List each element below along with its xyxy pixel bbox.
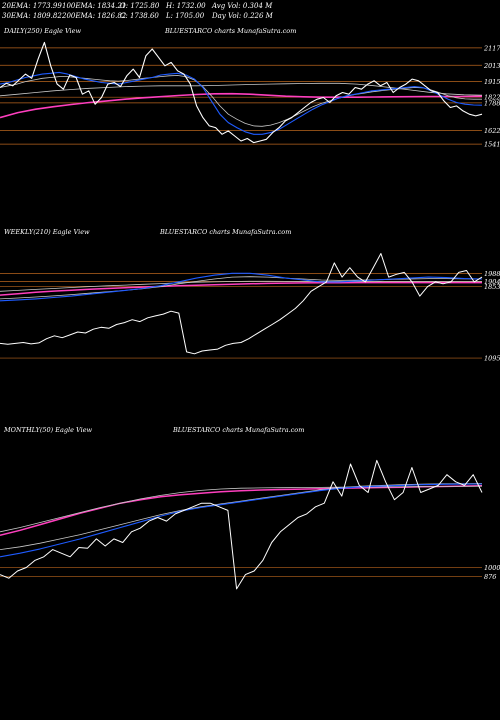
header-20ema: 20EMA: 1773.99 — [2, 2, 62, 10]
daily-y-tick-label: 2013 — [483, 62, 500, 70]
weekly-200ema-line — [0, 281, 482, 296]
weekly-20ema-line — [0, 272, 483, 302]
daily-y-tick-label: 1915 — [484, 78, 500, 86]
daily-y-tick-label: 1822 — [484, 94, 500, 102]
weekly-y-tick-label: 1095 — [484, 355, 500, 363]
daily-y-tick-label: 1622 — [484, 127, 500, 135]
daily-30ema-line — [0, 75, 482, 127]
monthly-100ema-line — [0, 485, 483, 533]
header-open: O: 1725.80 — [120, 2, 160, 10]
weekly-y-tick-label: 1853 — [484, 283, 500, 291]
weekly-30ema-line — [0, 276, 483, 300]
daily-20ema-line — [0, 71, 483, 135]
daily-watermark: BLUESTARCO charts MunafaSutra.com — [165, 27, 297, 35]
daily-close-line — [0, 41, 483, 144]
monthly-20ema-line — [0, 483, 483, 558]
weekly-watermark: BLUESTARCO charts MunafaSutra.com — [160, 228, 292, 236]
header-avg-vol: Avg Vol: 0.304 M — [212, 2, 273, 10]
header-high: H: 1732.00 — [166, 2, 206, 10]
monthly-panel-label: MONTHLY(50) Eagle View — [4, 426, 93, 434]
daily-y-tick-label: 1541 — [484, 141, 500, 149]
monthly-close-line — [0, 459, 483, 590]
header-200ema: 200EMA: 1826.82 — [62, 12, 127, 20]
header-30ema: 30EMA: 1809.82 — [2, 12, 62, 20]
monthly-30ema-line — [0, 483, 483, 550]
weekly-close-line — [0, 253, 483, 355]
header-low: L: 1705.00 — [166, 12, 205, 20]
weekly-panel-label: WEEKLY(210) Eagle View — [4, 228, 90, 236]
daily-y-tick-label: 1788 — [484, 99, 500, 107]
monthly-200ema-line — [0, 484, 483, 537]
weekly-100ema-line — [0, 280, 482, 292]
weekly-y-tick-label: 1904 — [484, 278, 500, 286]
header-100ema: 100EMA: 1834.21 — [62, 2, 127, 10]
weekly-y-tick-label: 1988 — [484, 270, 500, 278]
daily-y-tick-label: 2117 — [483, 44, 500, 52]
monthly-y-tick-label: 876 — [484, 573, 496, 581]
monthly-watermark: BLUESTARCO charts MunafaSutra.com — [173, 426, 305, 434]
daily-panel-label: DAILY(250) Eagle View — [4, 27, 82, 35]
daily-200ema-line — [0, 92, 483, 119]
header-close: C: 1738.60 — [120, 12, 159, 20]
monthly-y-tick-label: 1000 — [484, 564, 500, 572]
header-day-vol: Day Vol: 0.226 M — [212, 12, 273, 20]
